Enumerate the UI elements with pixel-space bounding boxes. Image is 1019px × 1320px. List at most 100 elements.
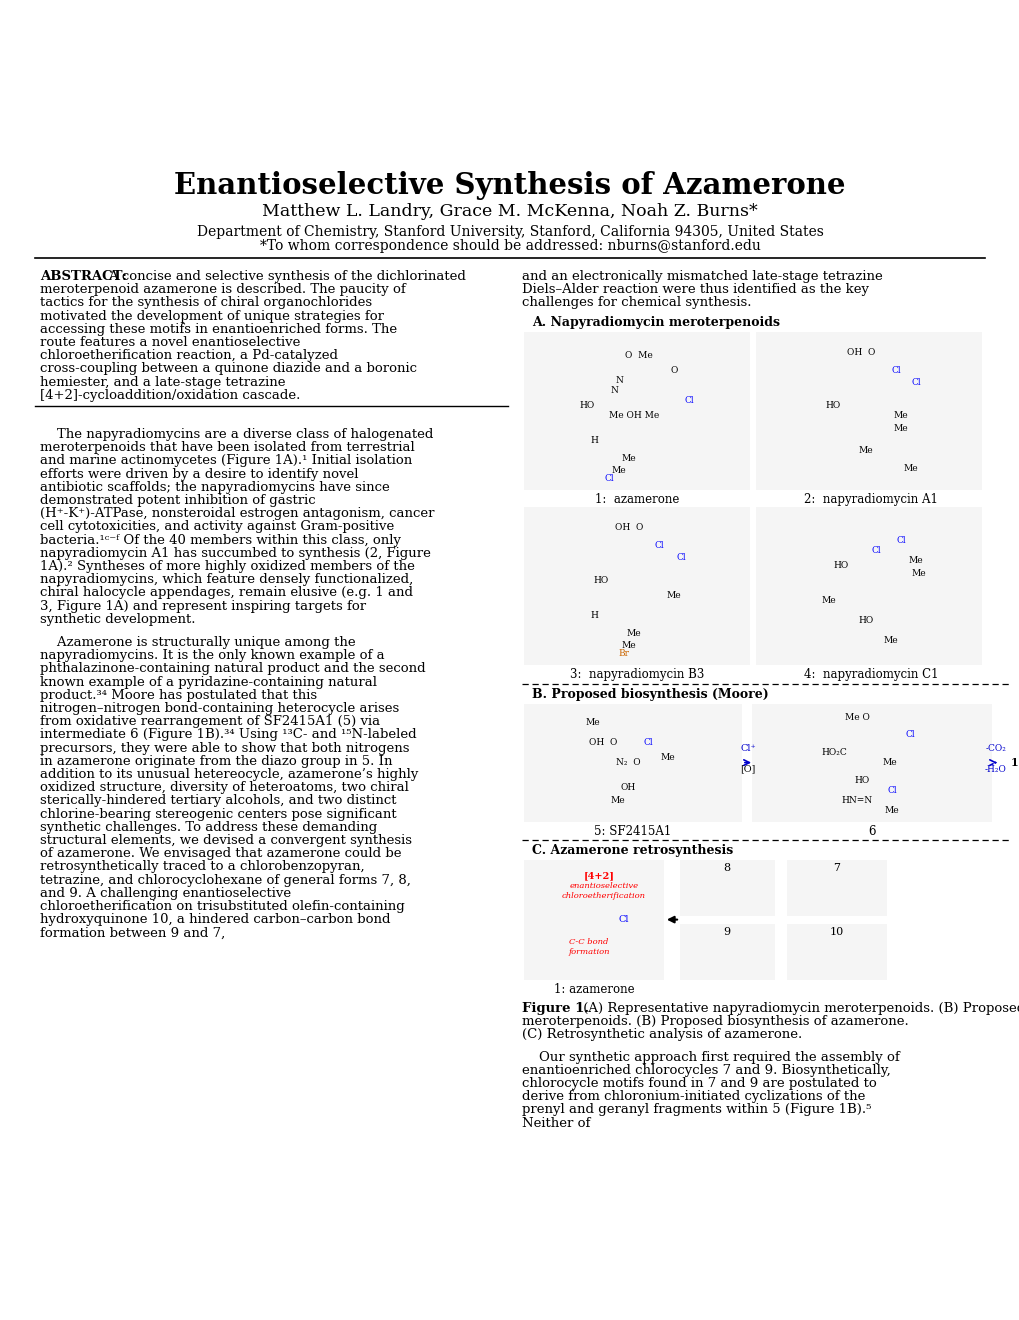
Text: Me: Me — [660, 754, 675, 762]
Text: *To whom correspondence should be addressed: nburns@stanford.edu: *To whom correspondence should be addres… — [259, 239, 760, 253]
Text: [O]: [O] — [740, 764, 755, 774]
Text: derive from chloronium-initiated cyclizations of the: derive from chloronium-initiated cycliza… — [522, 1090, 864, 1104]
Text: 1:  azamerone: 1: azamerone — [594, 492, 679, 506]
Text: H: H — [589, 611, 597, 620]
Text: 2:  napyradiomycin A1: 2: napyradiomycin A1 — [803, 492, 937, 506]
Text: Azamerone is structurally unique among the: Azamerone is structurally unique among t… — [40, 636, 356, 649]
Text: Me: Me — [585, 718, 600, 727]
Text: meroterpenoid azamerone is described. The paucity of: meroterpenoid azamerone is described. Th… — [40, 284, 406, 296]
Text: Me: Me — [893, 424, 908, 433]
Text: -CO₂: -CO₂ — [984, 743, 1006, 752]
Text: efforts were driven by a desire to identify novel: efforts were driven by a desire to ident… — [40, 467, 358, 480]
Text: HO: HO — [824, 401, 840, 411]
Text: Me OH Me: Me OH Me — [608, 411, 658, 420]
Text: structural elements, we devised a convergent synthesis: structural elements, we devised a conver… — [40, 834, 412, 847]
Bar — [524, 704, 741, 821]
Text: known example of a pyridazine-containing natural: known example of a pyridazine-containing… — [40, 676, 377, 689]
Text: Me: Me — [621, 454, 636, 463]
Text: 3, Figure 1A) and represent inspiring targets for: 3, Figure 1A) and represent inspiring ta… — [40, 599, 366, 612]
Text: 1: azamerone: 1: azamerone — [553, 982, 634, 995]
Text: Me: Me — [908, 556, 922, 565]
Text: 3:  napyradiomycin B3: 3: napyradiomycin B3 — [570, 668, 703, 681]
Text: enantioselective: enantioselective — [569, 882, 638, 890]
Text: formation between 9 and 7,: formation between 9 and 7, — [40, 927, 225, 940]
Text: 8: 8 — [722, 862, 730, 873]
Text: in azamerone originate from the diazo group in 5. In: in azamerone originate from the diazo gr… — [40, 755, 392, 768]
Text: [4+2]: [4+2] — [584, 871, 614, 880]
Text: A concise and selective synthesis of the dichlorinated: A concise and selective synthesis of the… — [108, 271, 466, 282]
Text: chlorine-bearing stereogenic centers pose significant: chlorine-bearing stereogenic centers pos… — [40, 808, 396, 821]
Text: prenyl and geranyl fragments within 5 (Figure 1B).⁵: prenyl and geranyl fragments within 5 (F… — [522, 1104, 870, 1117]
Text: precursors, they were able to show that both nitrogens: precursors, they were able to show that … — [40, 742, 409, 755]
Text: O  Me: O Me — [625, 351, 652, 360]
Text: Br: Br — [618, 649, 629, 659]
Text: Me: Me — [611, 466, 626, 475]
Bar — [755, 507, 981, 664]
Text: route features a novel enantioselective: route features a novel enantioselective — [40, 337, 300, 348]
Text: Me: Me — [821, 597, 836, 605]
Text: (C) Retrosynthetic analysis of azamerone.: (C) Retrosynthetic analysis of azamerone… — [522, 1027, 802, 1040]
Text: (A) Representative napyradiomycin meroterpenoids. (B) Proposed biosynthesis: (A) Representative napyradiomycin merote… — [579, 1002, 1019, 1015]
Text: 9: 9 — [722, 927, 730, 937]
Text: meroterpenoids that have been isolated from terrestrial: meroterpenoids that have been isolated f… — [40, 441, 415, 454]
Text: HO₂C: HO₂C — [820, 748, 846, 758]
Text: Cl: Cl — [619, 915, 629, 924]
Text: B. Proposed biosynthesis (Moore): B. Proposed biosynthesis (Moore) — [532, 688, 768, 701]
Text: formation: formation — [568, 948, 609, 956]
Text: nitrogen–nitrogen bond-containing heterocycle arises: nitrogen–nitrogen bond-containing hetero… — [40, 702, 398, 715]
Text: chloroetherification: chloroetherification — [561, 891, 645, 900]
Text: Cl: Cl — [603, 474, 613, 483]
Text: challenges for chemical synthesis.: challenges for chemical synthesis. — [522, 297, 751, 309]
Bar — [755, 331, 981, 490]
Text: 7: 7 — [833, 862, 840, 873]
Text: HO: HO — [593, 576, 608, 585]
Text: product.³⁴ Moore has postulated that this: product.³⁴ Moore has postulated that thi… — [40, 689, 317, 702]
Text: chiral halocycle appendages, remain elusive (e.g. 1 and: chiral halocycle appendages, remain elus… — [40, 586, 413, 599]
Text: from oxidative rearrangement of SF2415A1 (5) via: from oxidative rearrangement of SF2415A1… — [40, 715, 380, 729]
Text: N: N — [609, 385, 618, 395]
Text: Me: Me — [626, 630, 641, 638]
Text: Our synthetic approach first required the assembly of: Our synthetic approach first required th… — [522, 1051, 899, 1064]
Text: O: O — [669, 366, 677, 375]
Text: of azamerone. We envisaged that azamerone could be: of azamerone. We envisaged that azameron… — [40, 847, 401, 861]
Text: Cl: Cl — [910, 378, 920, 387]
Text: Me: Me — [881, 758, 897, 767]
Text: accessing these motifs in enantioenriched forms. The: accessing these motifs in enantioenriche… — [40, 323, 396, 335]
Text: Me O: Me O — [844, 713, 868, 722]
Text: Cl: Cl — [887, 787, 896, 795]
Text: Cl: Cl — [870, 546, 880, 556]
Text: oxidized structure, diversity of heteroatoms, two chiral: oxidized structure, diversity of heteroa… — [40, 781, 409, 795]
Text: enantioenriched chlorocycles 7 and 9. Biosynthetically,: enantioenriched chlorocycles 7 and 9. Bi… — [522, 1064, 890, 1077]
Text: sterically-hindered tertiary alcohols, and two distinct: sterically-hindered tertiary alcohols, a… — [40, 795, 396, 808]
Text: retrosynthetically traced to a chlorobenzopyran,: retrosynthetically traced to a chloroben… — [40, 861, 364, 874]
Text: Me: Me — [903, 465, 917, 473]
Text: addition to its unusual hetereocycle, azamerone’s highly: addition to its unusual hetereocycle, az… — [40, 768, 418, 781]
Text: tactics for the synthesis of chiral organochlorides: tactics for the synthesis of chiral orga… — [40, 297, 372, 309]
Text: H: H — [589, 436, 597, 445]
Text: Matthew L. Landry, Grace M. McKenna, Noah Z. Burns*: Matthew L. Landry, Grace M. McKenna, Noa… — [262, 203, 757, 220]
Text: -H₂O: -H₂O — [984, 764, 1006, 774]
Text: HO: HO — [858, 616, 872, 626]
Text: Cl: Cl — [653, 541, 663, 550]
Text: napyradiomycin A1 has succumbed to synthesis (2, Figure: napyradiomycin A1 has succumbed to synth… — [40, 546, 430, 560]
Text: phthalazinone-containing natural product and the second: phthalazinone-containing natural product… — [40, 663, 425, 676]
Text: HN=N: HN=N — [841, 796, 871, 805]
Text: Cl: Cl — [904, 730, 914, 739]
Text: Neither of: Neither of — [522, 1117, 590, 1130]
Text: 5: SF2415A1: 5: SF2415A1 — [594, 825, 671, 838]
Text: 4:  napyradiomycin C1: 4: napyradiomycin C1 — [803, 668, 937, 681]
Text: Cl⁺: Cl⁺ — [740, 743, 755, 752]
Text: and an electronically mismatched late-stage tetrazine: and an electronically mismatched late-st… — [522, 271, 881, 282]
Bar — [680, 859, 774, 916]
Text: OH  O: OH O — [846, 348, 874, 358]
Text: chlorocycle motifs found in 7 and 9 are postulated to: chlorocycle motifs found in 7 and 9 are … — [522, 1077, 876, 1090]
Text: hemiester, and a late-stage tetrazine: hemiester, and a late-stage tetrazine — [40, 376, 285, 388]
Text: chloroetherification reaction, a Pd-catalyzed: chloroetherification reaction, a Pd-cata… — [40, 350, 337, 362]
Bar — [787, 859, 887, 916]
Text: Me: Me — [858, 446, 872, 455]
Text: intermediate 6 (Figure 1B).³⁴ Using ¹³C- and ¹⁵N-labeled: intermediate 6 (Figure 1B).³⁴ Using ¹³C-… — [40, 729, 416, 742]
Text: cell cytotoxicities, and activity against Gram-positive: cell cytotoxicities, and activity agains… — [40, 520, 394, 533]
Text: and 9. A challenging enantioselective: and 9. A challenging enantioselective — [40, 887, 290, 900]
Text: napyradiomycins, which feature densely functionalized,: napyradiomycins, which feature densely f… — [40, 573, 413, 586]
Text: OH  O: OH O — [588, 738, 616, 747]
